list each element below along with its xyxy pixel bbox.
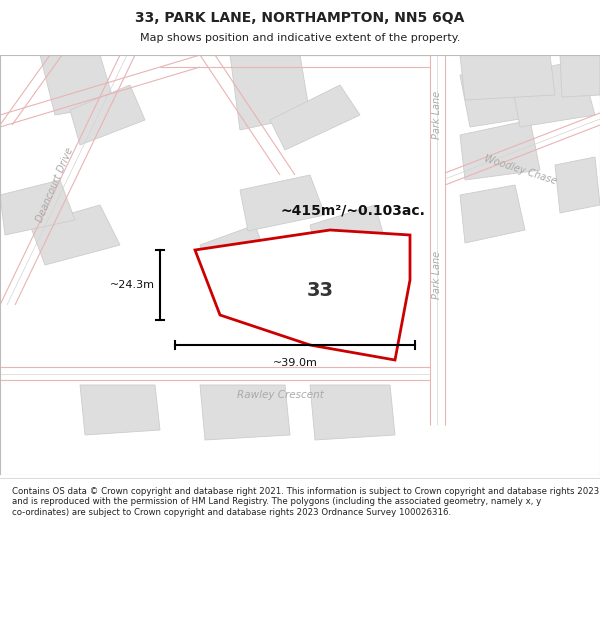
Text: 33: 33 xyxy=(307,281,334,299)
Text: Park Lane: Park Lane xyxy=(432,251,442,299)
Text: Deancourt Drive: Deancourt Drive xyxy=(35,146,75,224)
Polygon shape xyxy=(0,180,75,235)
Text: Map shows position and indicative extent of the property.: Map shows position and indicative extent… xyxy=(140,33,460,43)
Polygon shape xyxy=(555,157,600,213)
Text: ~24.3m: ~24.3m xyxy=(110,280,155,290)
Polygon shape xyxy=(460,55,555,100)
Text: Rawley Crescent: Rawley Crescent xyxy=(236,390,323,400)
Polygon shape xyxy=(460,65,545,127)
Polygon shape xyxy=(70,85,145,145)
Text: Park Lane: Park Lane xyxy=(432,91,442,139)
Polygon shape xyxy=(200,225,270,285)
Text: ~39.0m: ~39.0m xyxy=(272,358,317,368)
Text: Contains OS data © Crown copyright and database right 2021. This information is : Contains OS data © Crown copyright and d… xyxy=(12,487,599,517)
Polygon shape xyxy=(80,385,160,435)
Polygon shape xyxy=(40,55,115,115)
Polygon shape xyxy=(195,230,410,360)
Polygon shape xyxy=(460,120,540,180)
Polygon shape xyxy=(510,60,595,127)
Polygon shape xyxy=(30,205,120,265)
Polygon shape xyxy=(460,185,525,243)
Polygon shape xyxy=(310,385,395,440)
Polygon shape xyxy=(230,55,310,130)
Polygon shape xyxy=(240,175,325,231)
Polygon shape xyxy=(560,55,600,97)
Polygon shape xyxy=(310,205,385,259)
Text: 33, PARK LANE, NORTHAMPTON, NN5 6QA: 33, PARK LANE, NORTHAMPTON, NN5 6QA xyxy=(136,11,464,25)
Text: ~415m²/~0.103ac.: ~415m²/~0.103ac. xyxy=(280,203,425,217)
Polygon shape xyxy=(200,385,290,440)
Text: Woodley Chase: Woodley Chase xyxy=(482,154,557,186)
Polygon shape xyxy=(270,85,360,150)
